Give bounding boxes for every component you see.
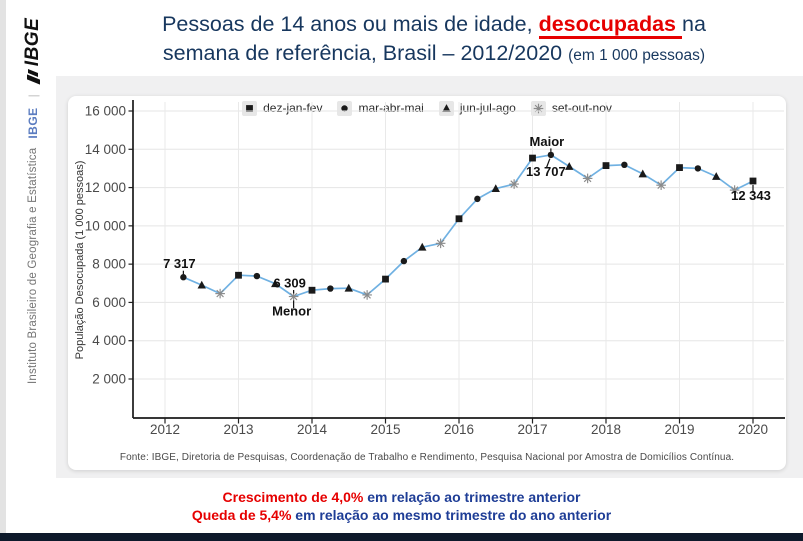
ibge-logo: IBGE (22, 18, 44, 82)
left-edge-strip (0, 0, 6, 533)
ibge-sidebar: Instituto Brasileiro de Geografia e Esta… (14, 12, 52, 384)
y-tick-label: 2 000 (92, 372, 126, 387)
title-unit: (em 1 000 pessoas) (568, 47, 705, 64)
y-tick-label: 6 000 (92, 295, 126, 310)
x-tick-label: 2013 (223, 422, 253, 437)
data-point-square (235, 272, 242, 279)
data-point-asterisk (215, 289, 225, 299)
title-part-1: Pessoas de 14 anos ou mais de idade, (162, 12, 539, 36)
footer-line1-highlight: Crescimento de 4,0% (223, 489, 364, 505)
line-chart-svg: 2 000 4 000 6 000 8 000 10 000 12 000 14 000 16… (68, 96, 786, 470)
y-axis-title: População Desocupada (1 000 pessoas) (74, 161, 86, 360)
source-note: Fonte: IBGE, Diretoria de Pesquisas, Coo… (68, 452, 786, 463)
data-point-circle (474, 196, 480, 202)
x-tick-label: 2015 (370, 422, 400, 437)
x-tick-label: 2012 (150, 422, 180, 437)
y-tick-label: 10 000 (85, 218, 126, 233)
footer-line2-rest: em relação ao mesmo trimestre do ano ant… (291, 507, 611, 523)
data-point-circle (401, 258, 407, 264)
x-tick-label: 2018 (591, 422, 621, 437)
data-point-asterisk (509, 179, 519, 189)
institute-name: Instituto Brasileiro de Geografia e Esta… (27, 148, 39, 384)
annotation-label: 12 343 (731, 188, 771, 203)
annotation-label: 6 309 (273, 276, 306, 291)
data-point-asterisk (362, 290, 372, 300)
y-tick-label: 16 000 (85, 104, 126, 119)
data-point-asterisk (656, 180, 666, 190)
data-point-asterisk (583, 174, 593, 184)
bottom-bar (0, 533, 803, 541)
chart-card: dez-jan-fevmar-abr-maijun-jul-agoset-out… (68, 96, 786, 470)
x-tick-label: 2016 (444, 422, 474, 437)
data-point-circle (254, 273, 260, 279)
y-tick-label: 14 000 (85, 142, 126, 157)
title-highlight-desocupadas: desocupadas (539, 12, 682, 39)
annotation-label: 13 707 (526, 164, 566, 179)
x-tick-label: 2019 (664, 422, 694, 437)
data-point-square (529, 155, 536, 162)
footer-summary: Crescimento de 4,0% em relação ao trimes… (0, 489, 803, 524)
page-title: Pessoas de 14 anos ou mais de idade, des… (78, 10, 790, 70)
sidebar-divider: | (26, 94, 40, 97)
data-point-circle (621, 162, 627, 168)
data-point-asterisk (436, 239, 446, 249)
data-point-square (603, 162, 610, 169)
data-point-square (382, 276, 389, 283)
ibge-logo-text: IBGE (22, 18, 44, 66)
data-point-square (750, 178, 757, 185)
data-point-square (676, 164, 683, 171)
data-point-square (309, 287, 316, 294)
data-point-circle (180, 274, 186, 280)
title-part-2: na (682, 12, 706, 36)
data-point-circle (695, 165, 701, 171)
institute-abbr: IBGE (26, 107, 40, 138)
y-tick-label: 8 000 (92, 257, 126, 272)
footer-line1-rest: em relação ao trimestre anterior (363, 489, 580, 505)
data-point-circle (327, 285, 333, 291)
annotation-label: 7 317 (163, 256, 196, 271)
footer-line2-highlight: Queda de 5,4% (192, 507, 292, 523)
data-point-circle (548, 152, 554, 158)
data-point-triangle (639, 170, 647, 178)
x-tick-label: 2014 (297, 422, 328, 437)
annotation-label: Menor (272, 304, 311, 319)
title-line-2: semana de referência, Brasil – 2012/2020 (163, 41, 568, 65)
data-point-square (456, 215, 463, 222)
data-point-triangle (565, 162, 573, 170)
x-tick-label: 2020 (738, 422, 768, 437)
y-tick-label: 4 000 (92, 333, 126, 348)
x-tick-label: 2017 (517, 422, 547, 437)
annotation-label: Maior (530, 134, 565, 149)
y-tick-label: 12 000 (85, 180, 126, 195)
